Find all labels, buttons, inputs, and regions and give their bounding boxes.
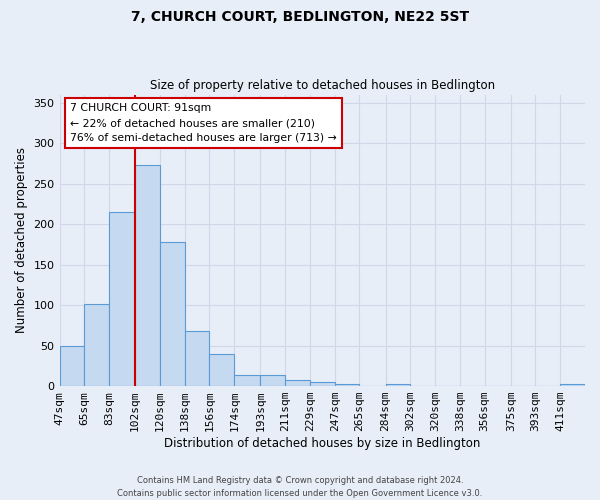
Text: 7 CHURCH COURT: 91sqm
← 22% of detached houses are smaller (210)
76% of semi-det: 7 CHURCH COURT: 91sqm ← 22% of detached …: [70, 104, 337, 143]
Title: Size of property relative to detached houses in Bedlington: Size of property relative to detached ho…: [150, 79, 495, 92]
Y-axis label: Number of detached properties: Number of detached properties: [15, 148, 28, 334]
Bar: [160, 242, 185, 386]
Bar: [234, 374, 260, 386]
Bar: [310, 382, 335, 386]
Text: 7, CHURCH COURT, BEDLINGTON, NE22 5ST: 7, CHURCH COURT, BEDLINGTON, NE22 5ST: [131, 10, 469, 24]
Bar: [185, 331, 209, 386]
Bar: [386, 384, 410, 386]
Bar: [285, 380, 310, 386]
X-axis label: Distribution of detached houses by size in Bedlington: Distribution of detached houses by size …: [164, 437, 481, 450]
Bar: [109, 212, 135, 386]
Text: Contains HM Land Registry data © Crown copyright and database right 2024.
Contai: Contains HM Land Registry data © Crown c…: [118, 476, 482, 498]
Bar: [135, 165, 160, 386]
Bar: [260, 374, 285, 386]
Bar: [59, 346, 85, 386]
Bar: [335, 384, 359, 386]
Bar: [85, 304, 109, 386]
Bar: [560, 384, 585, 386]
Bar: [209, 354, 234, 386]
